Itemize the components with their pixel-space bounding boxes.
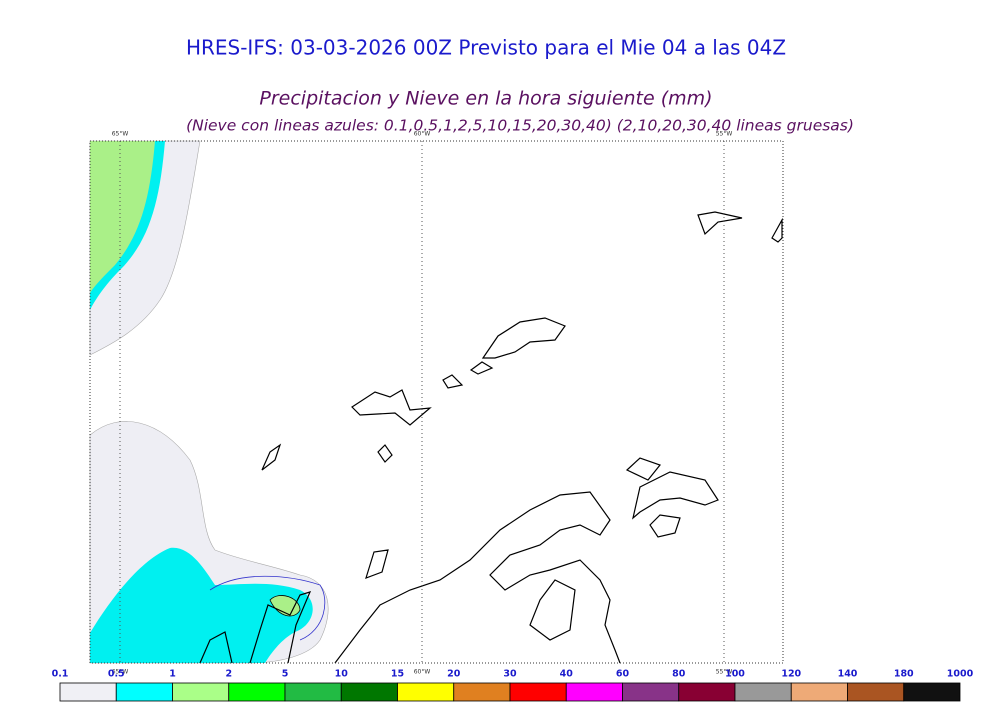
colorbar-swatch [622,682,680,702]
colorbar-label: 0.5 [108,669,125,680]
map-frame [89,140,784,664]
lon-label: 55°W [716,669,733,676]
colorbar-swatch [565,682,623,702]
colorbar-label: 1 [169,669,176,680]
colorbar-label: 80 [672,669,686,680]
lon-label: 65°W [112,669,129,676]
colorbar-label: 20 [447,669,461,680]
colorbar-swatch [172,682,230,702]
colorbar-label: 100 [725,669,745,680]
title: HRES-IFS: 03-03-2026 00Z Previsto para e… [186,36,786,60]
precip-area [90,547,313,663]
colorbar-swatch [903,682,961,702]
colorbar-swatch [340,682,398,702]
colorbar-label: 0.1 [52,669,69,680]
colorbar-label: 30 [503,669,517,680]
colorbar-swatch [847,682,905,702]
colorbar-label: 10 [335,669,349,680]
colorbar-swatch [790,682,848,702]
precip-area [90,141,155,293]
lon-label: 60°W [414,669,431,676]
colorbar-swatch [453,682,511,702]
colorbar-swatch [509,682,567,702]
map [89,140,784,664]
colorbar-swatch [678,682,736,702]
colorbar-swatch [397,682,455,702]
lon-label: 65°W [112,131,129,138]
colorbar-label: 180 [894,669,914,680]
colorbar-swatch [284,682,342,702]
colorbar-label: 1000 [947,669,974,680]
lon-label: 55°W [716,131,733,138]
note: (Nieve con lineas azules: 0.1,0.5,1,2,5,… [186,117,854,135]
colorbar-label: 60 [616,669,630,680]
colorbar-swatch [734,682,792,702]
snow-contour [209,575,326,641]
colorbar-label: 120 [781,669,801,680]
longitude-labels: 65°W 60°W 55°W 65°W 60°W 55°W [112,131,733,676]
colorbar: 0.1 0.5 1 2 5 10 15 20 30 40 60 80 100 120 140 180 1000 [52,669,974,702]
lon-label: 60°W [414,131,431,138]
coastline [261,211,783,579]
colorbar-label: 15 [391,669,404,680]
subtitle: Precipitacion y Nieve en la hora siguien… [259,88,712,110]
colorbar-label: 5 [282,669,289,680]
colorbar-label: 140 [838,669,858,680]
colorbar-swatch [115,682,173,702]
colorbar-label: 40 [560,669,574,680]
coastline [199,591,312,664]
coastline [334,491,621,664]
colorbar-swatch [228,682,286,702]
colorbar-label: 2 [225,669,232,680]
colorbar-swatch [59,682,117,702]
